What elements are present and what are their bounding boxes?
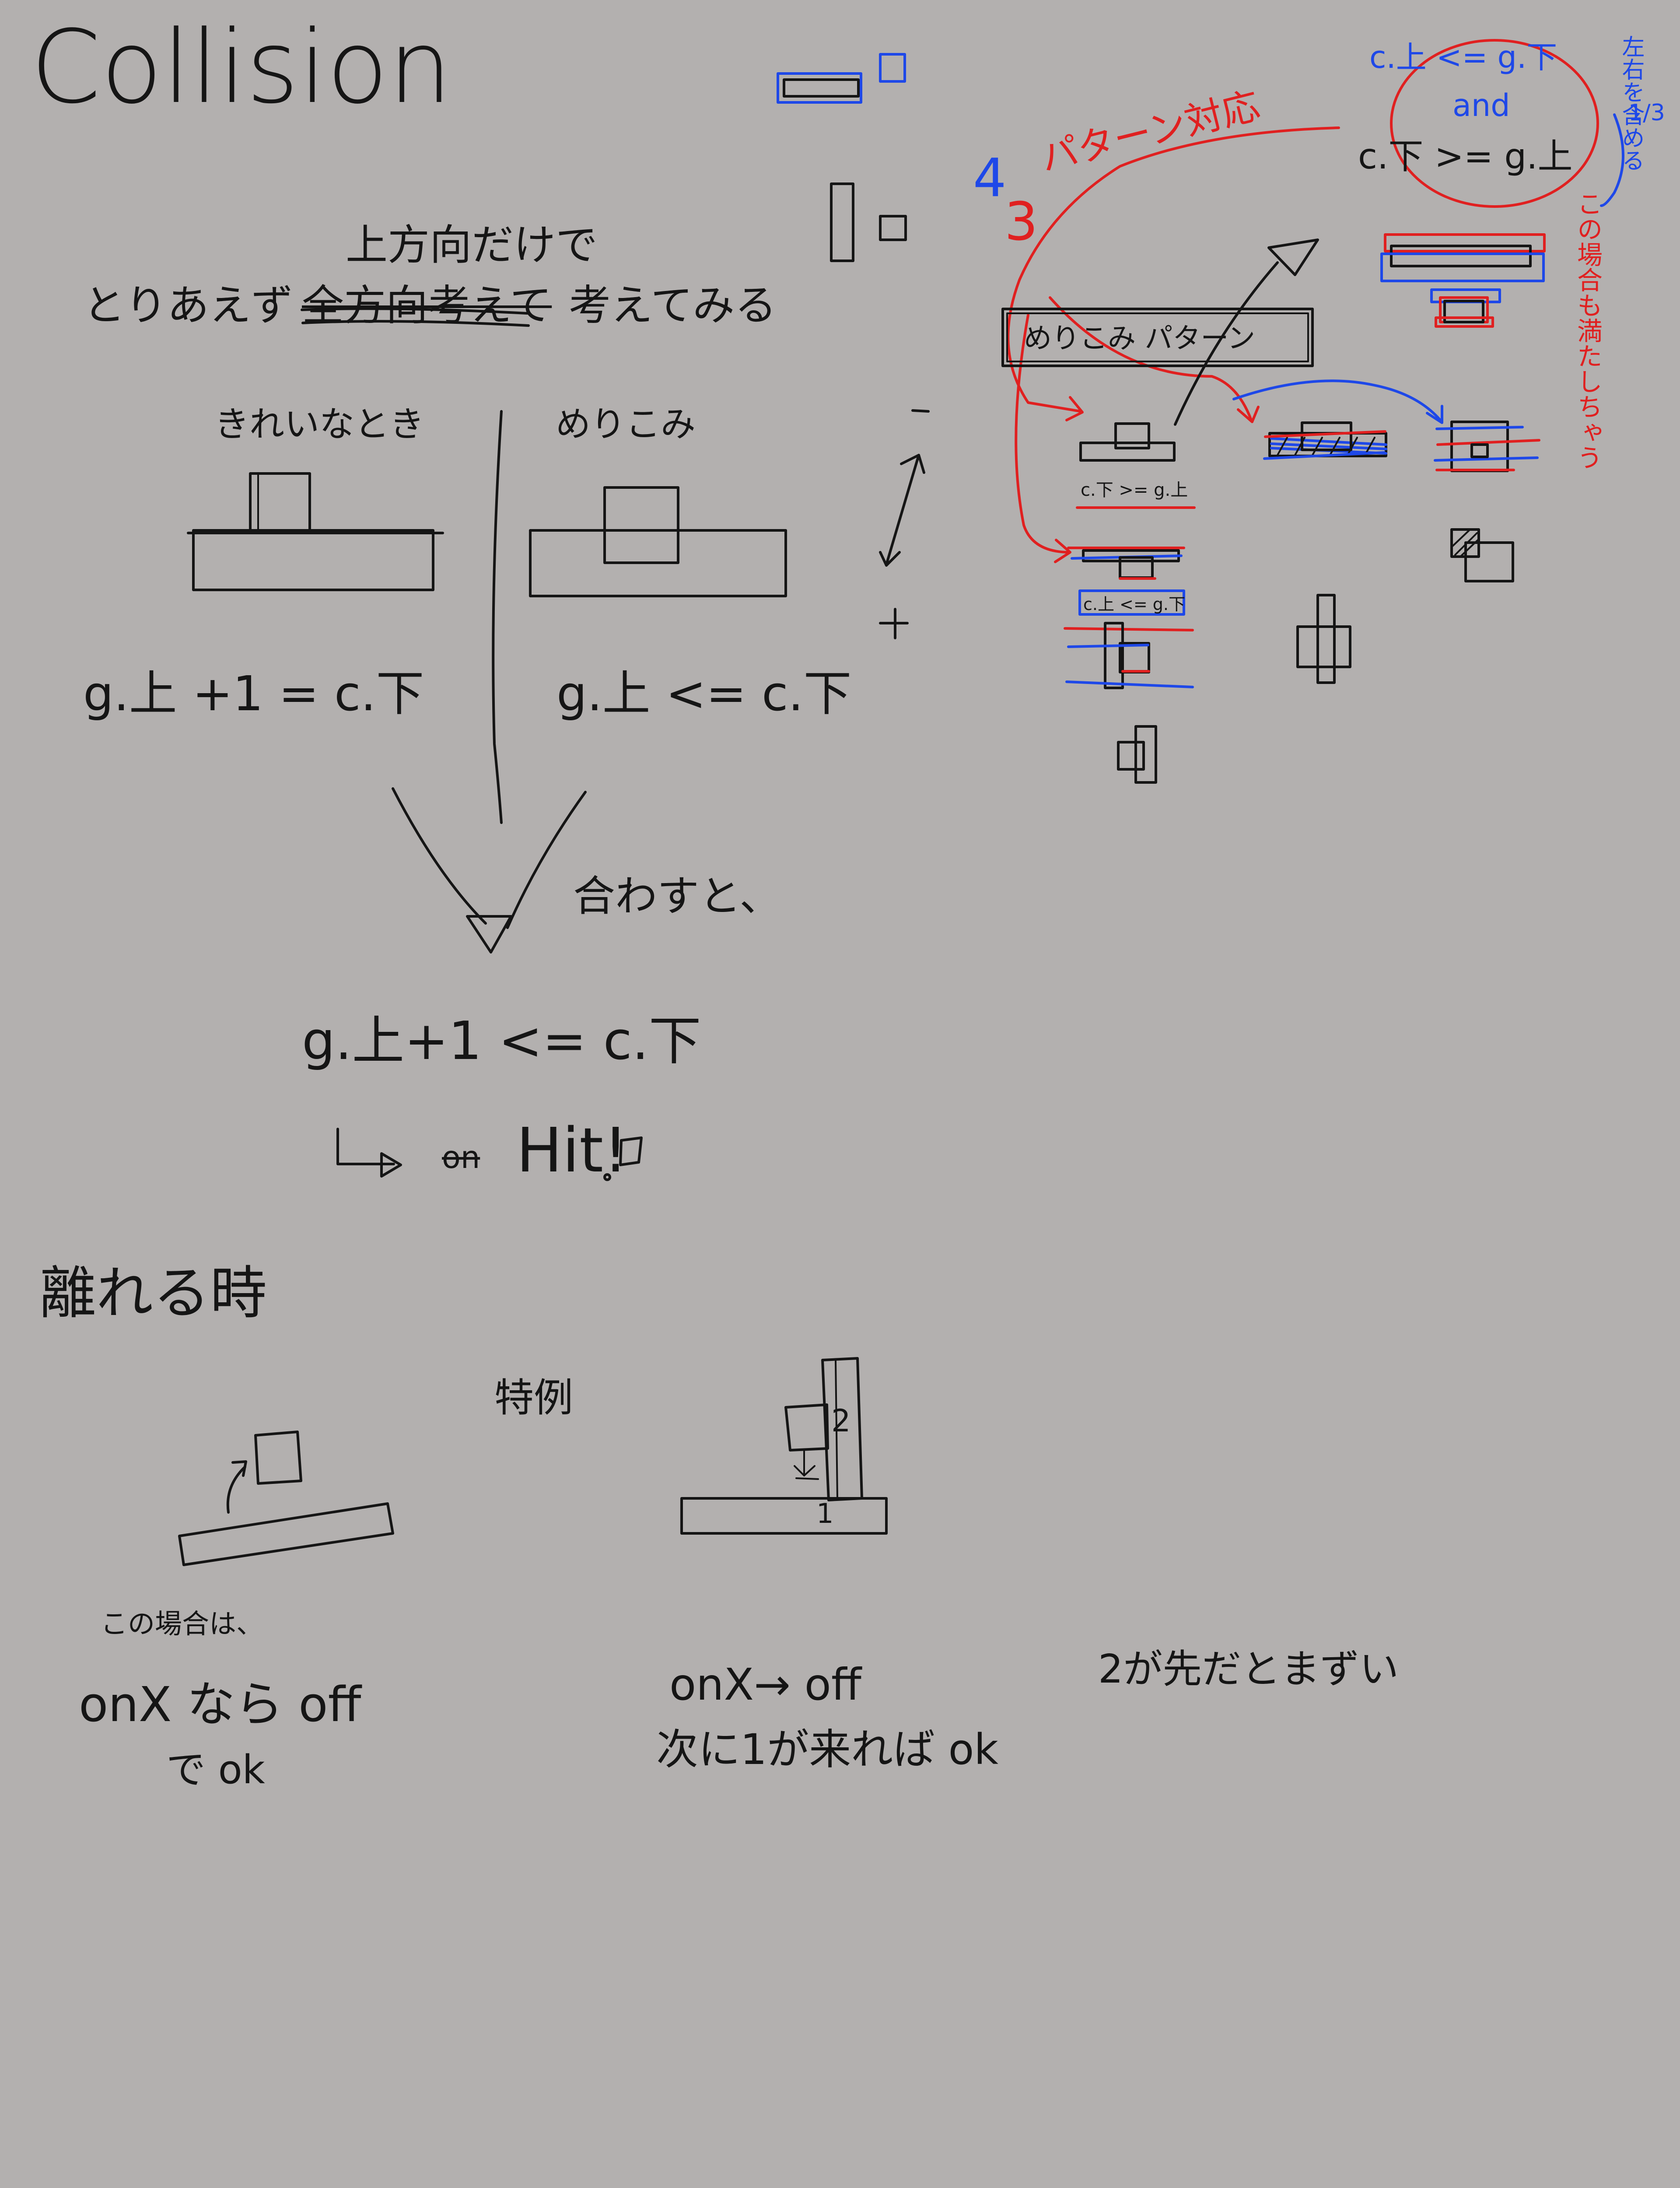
condition-line1: c.上 <= g.下 — [1369, 39, 1558, 75]
tall-pattern-box — [1104, 622, 1124, 689]
cross-pattern-vert — [1316, 594, 1336, 684]
intro-above: 上方向だけで — [346, 221, 598, 270]
sink-label: めりこみ — [556, 404, 696, 445]
ground-block-clean — [192, 529, 434, 591]
case-note: この場合は、 — [101, 1608, 264, 1640]
blue-route-curve — [1232, 379, 1442, 421]
strike-line — [301, 307, 528, 315]
blue-bar-top — [1380, 252, 1545, 282]
combine-formula: g.上+1 <= c.下 — [302, 1011, 701, 1072]
tilted-ground — [178, 1502, 394, 1566]
character-box-clean — [249, 472, 311, 533]
red-route-curve — [1007, 126, 1340, 413]
sink-formula: g.上 <= c.下 — [556, 666, 852, 722]
pattern-box-label: めりこみ パターン — [1024, 323, 1256, 355]
page-title: Collision — [31, 9, 452, 126]
small-square-sketch — [879, 215, 907, 241]
red-route-curve-2 — [1015, 314, 1069, 554]
character-box-special — [784, 1403, 829, 1452]
tall-rect-sketch — [830, 182, 854, 262]
hit-arrow — [336, 1128, 395, 1165]
condition-line2: c.下 >= g.上 — [1358, 136, 1573, 177]
leaving-character-box — [254, 1431, 302, 1485]
black-diagonal-arrow — [1174, 261, 1279, 426]
wall-block-2 — [821, 1357, 863, 1501]
separate-title: 離れる時 — [39, 1260, 267, 1326]
intro-suffix: 考えてみる — [569, 281, 777, 330]
clean-label: きれいなとき — [214, 404, 424, 445]
count-4: 4 — [973, 148, 1007, 209]
merge-arrow-left — [392, 787, 487, 925]
small-square-hit — [619, 1136, 643, 1166]
special-line1: onX→ off — [669, 1659, 861, 1710]
black-bar-top — [1390, 245, 1532, 267]
blue-square-sketch — [879, 53, 906, 83]
side-note-red: この場合も満たしちゃう — [1573, 191, 1603, 470]
case-line2: で ok — [166, 1747, 265, 1793]
special-label: 特例 — [494, 1375, 573, 1421]
merge-arrow-right — [506, 791, 587, 929]
plus-sign — [879, 608, 909, 639]
block-label-1: 1 — [816, 1497, 834, 1529]
clean-formula: g.上 +1 = c.下 — [83, 666, 424, 722]
side-note-fraction: 1/3 — [1628, 100, 1665, 126]
pattern-label-box — [1001, 308, 1314, 367]
ground-special — [680, 1497, 888, 1535]
merge-arrowhead — [466, 915, 512, 954]
mini-condition-2: c.上 <= g.下 — [1083, 595, 1186, 614]
leave-arrow — [226, 1466, 246, 1514]
pattern-a-box — [1114, 422, 1150, 449]
block-label-2: 2 — [831, 1403, 851, 1439]
red-route-curve-3 — [1049, 296, 1253, 421]
count-3: 3 — [1004, 192, 1038, 252]
blue-bar-sketch — [777, 72, 862, 104]
red-bar-top — [1384, 233, 1546, 252]
case-line1: onX なら off — [79, 1676, 361, 1732]
strike-line-2 — [301, 320, 530, 327]
character-box-sink — [603, 486, 679, 564]
cross-pattern-box — [1296, 625, 1351, 668]
ground-block-sink — [529, 529, 787, 597]
hit-result: Hit! — [516, 1115, 628, 1186]
special-line2: 次に1が来れば ok — [656, 1725, 998, 1774]
order-note: 2が先だとまずい — [1098, 1646, 1399, 1692]
down-arrow-1 — [794, 1448, 816, 1476]
condition-circle — [1390, 39, 1599, 208]
intro-prefix: とりあえず — [83, 281, 293, 330]
column-divider — [492, 410, 503, 824]
condition-and: and — [1452, 88, 1510, 123]
combine-label: 合わすと、 — [573, 872, 782, 921]
combine-struck: on — [442, 1140, 480, 1175]
blue-bracket — [1600, 113, 1624, 207]
side-note-blue: 左右を含める — [1618, 35, 1644, 172]
tall-pattern-box-2 — [1134, 725, 1157, 784]
ground-bar-sketch — [783, 78, 860, 98]
double-arrow — [885, 454, 920, 566]
mini-condition-1: c.下 >= g.上 — [1081, 480, 1188, 500]
intro-struck: 全方向考えて — [302, 281, 552, 330]
